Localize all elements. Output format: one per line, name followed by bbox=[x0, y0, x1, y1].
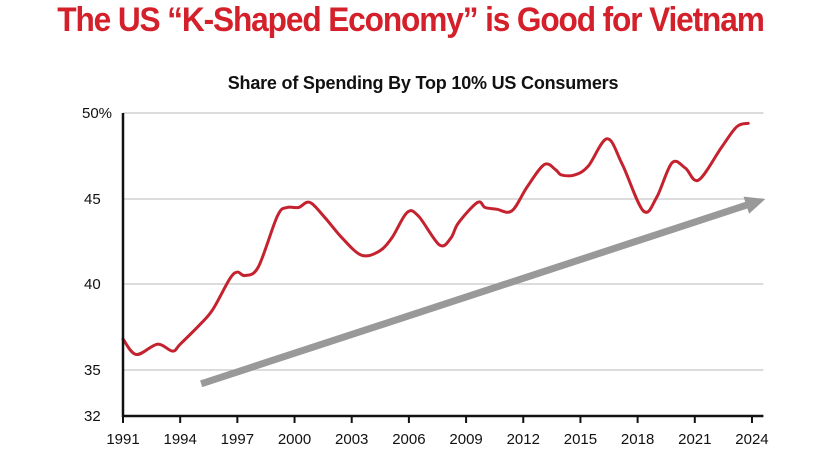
x-tick-label: 1994 bbox=[163, 431, 196, 448]
x-axis-ticks: 1991 1994 1997 2000 2003 2006 2009 2012 2015 2018… bbox=[106, 416, 769, 448]
trend-arrow-group bbox=[200, 196, 766, 388]
trend-arrow-shaft bbox=[200, 201, 750, 388]
y-tick-label: 45 bbox=[84, 191, 101, 208]
gridlines bbox=[123, 112, 764, 371]
x-tick-label: 1991 bbox=[106, 431, 139, 448]
trend-arrow-head-icon bbox=[743, 196, 766, 214]
x-tick-label: 2003 bbox=[335, 431, 368, 448]
x-tick-label: 1997 bbox=[221, 431, 254, 448]
x-tick-label: 2009 bbox=[449, 431, 482, 448]
page-title: The US “K-Shaped Economy” is Good for Vi… bbox=[57, 1, 765, 39]
x-tick-label: 2012 bbox=[507, 431, 540, 448]
series-group bbox=[121, 121, 750, 356]
y-tick-label: 32 bbox=[84, 408, 101, 425]
x-tick-label: 2015 bbox=[564, 431, 597, 448]
y-tick-label: 50% bbox=[82, 105, 112, 122]
chart-title: Share of Spending By Top 10% US Consumer… bbox=[227, 73, 619, 93]
y-tick-label: 40 bbox=[84, 276, 101, 293]
x-tick-label: 2024 bbox=[735, 431, 768, 448]
axes bbox=[121, 113, 764, 418]
x-tick-label: 2000 bbox=[278, 431, 311, 448]
y-tick-label: 35 bbox=[84, 362, 101, 379]
series-line-0 bbox=[121, 121, 750, 356]
y-axis-ticks: 50% 45 40 35 32 bbox=[82, 105, 112, 425]
x-tick-label: 2018 bbox=[621, 431, 654, 448]
x-tick-label: 2006 bbox=[392, 431, 425, 448]
x-tick-label: 2021 bbox=[678, 431, 711, 448]
